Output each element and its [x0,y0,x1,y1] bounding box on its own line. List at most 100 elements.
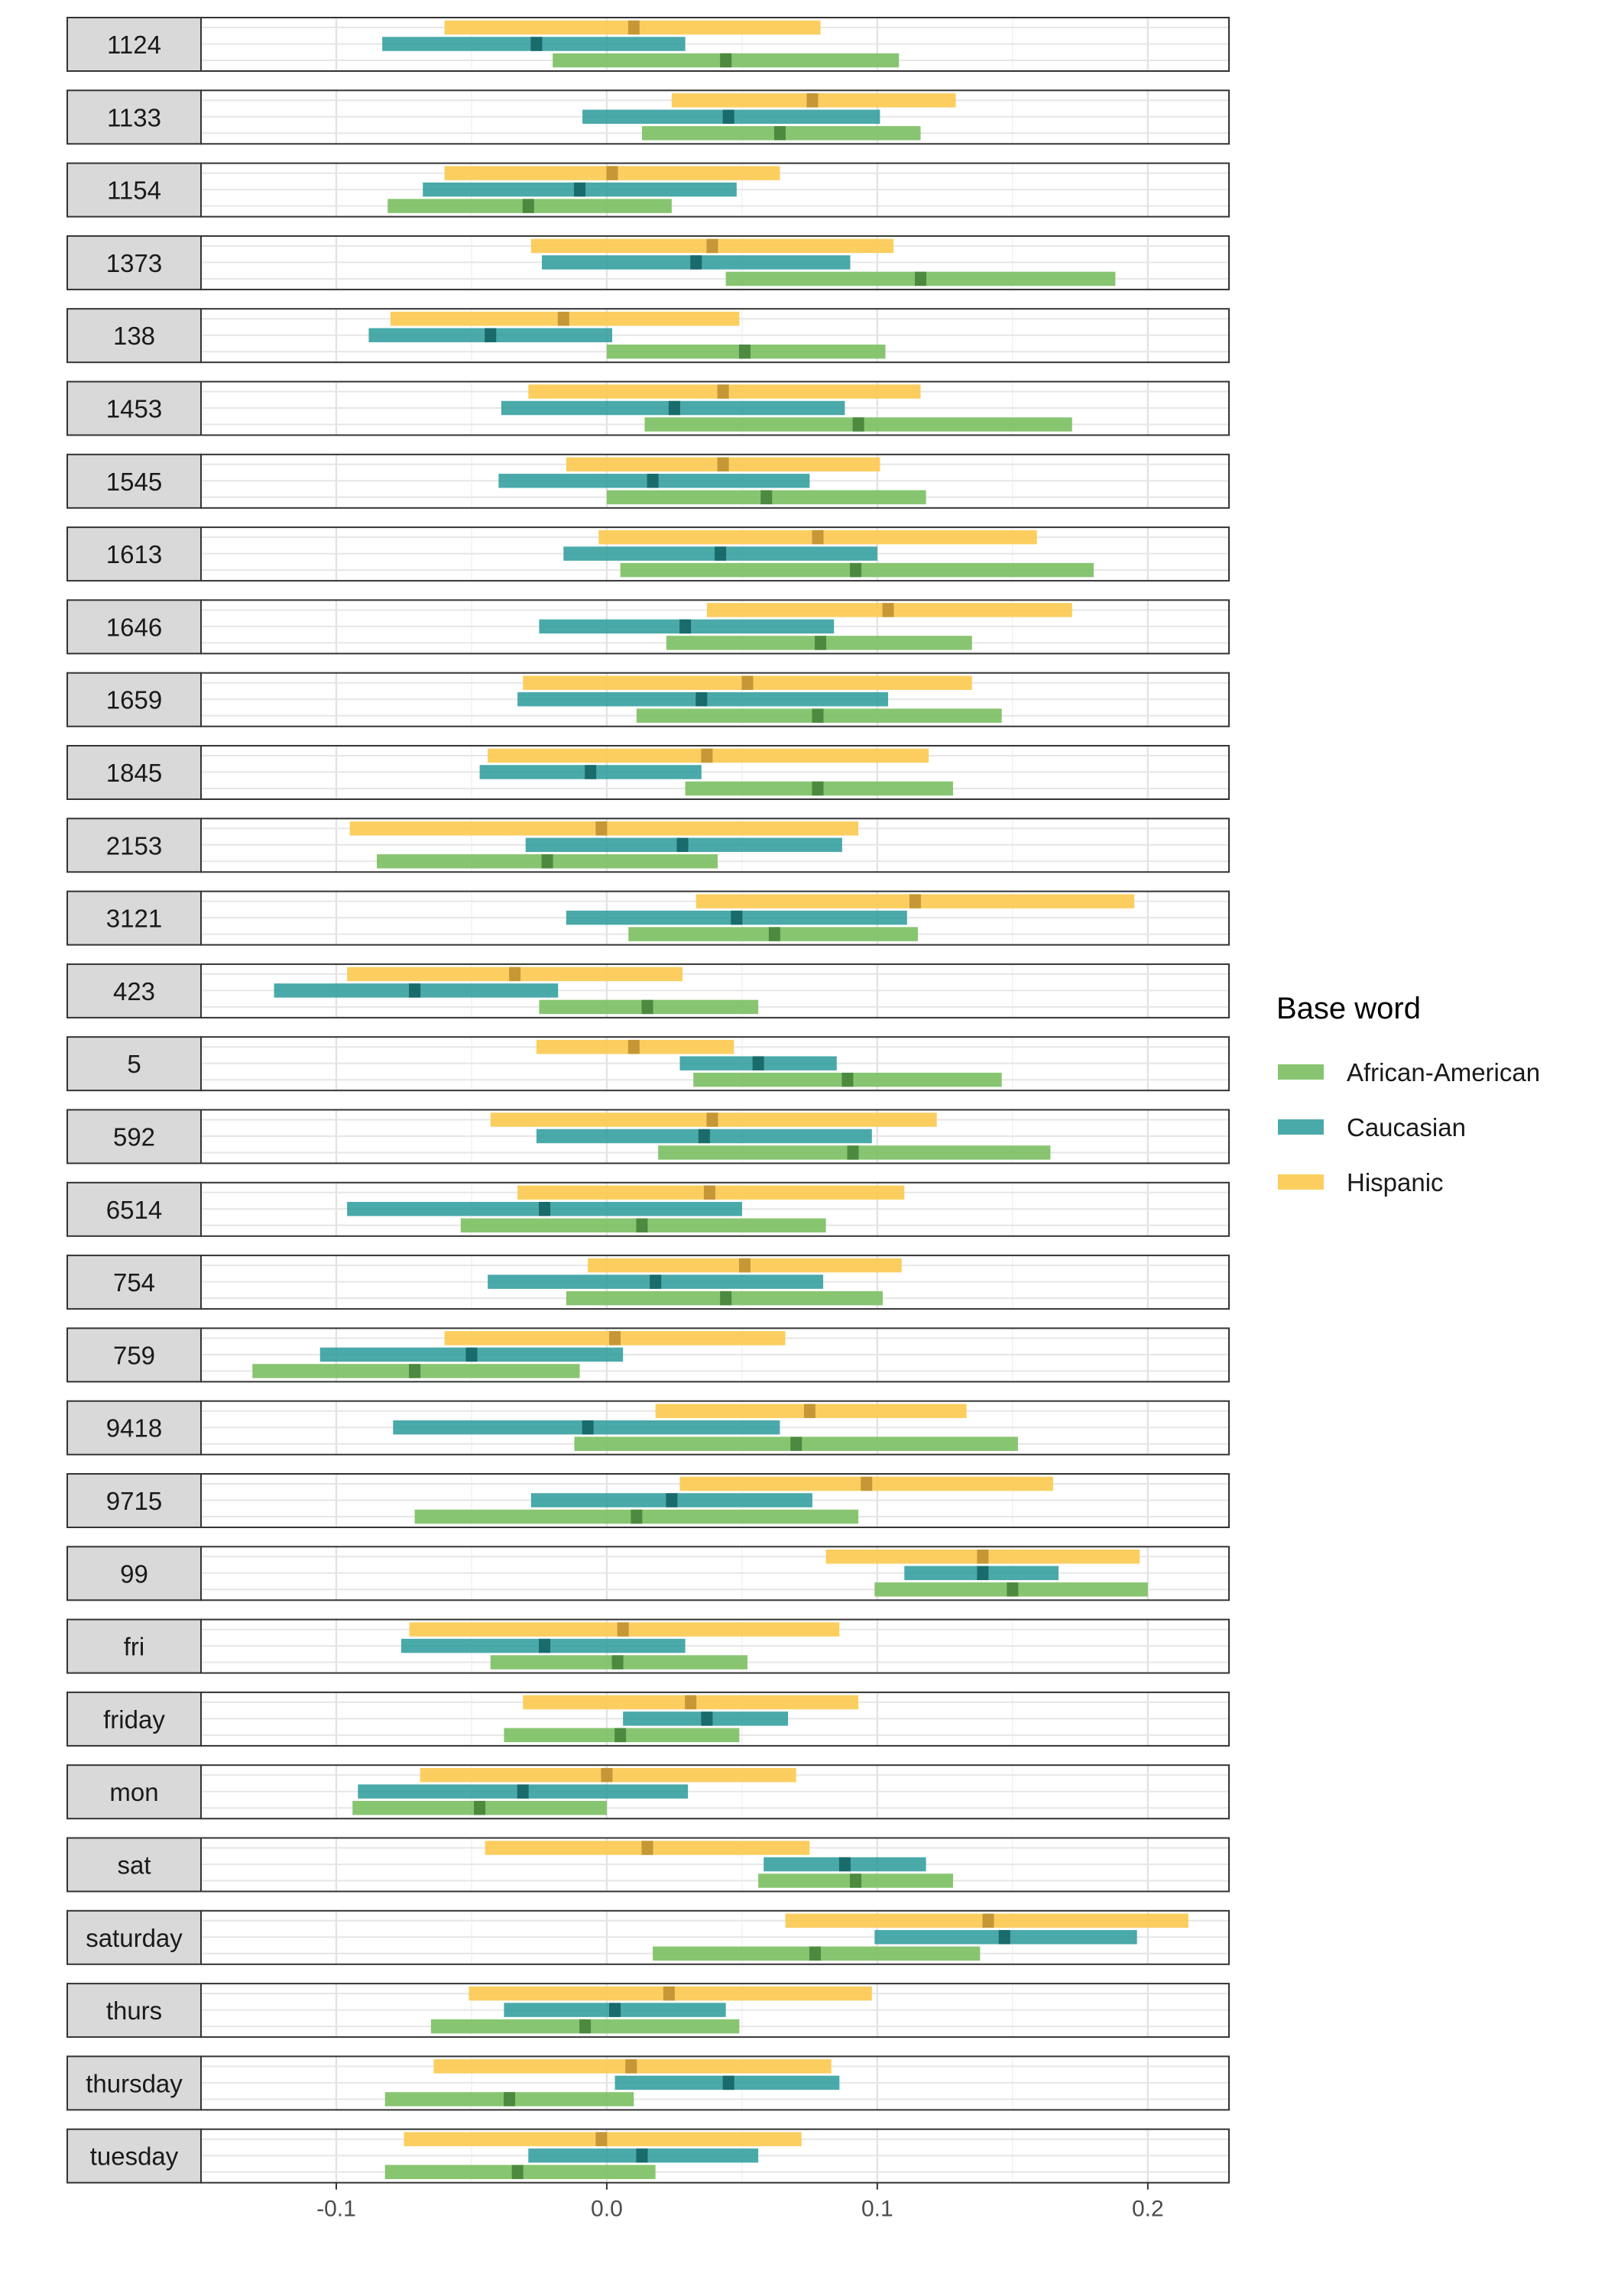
point-estimate-caucasian [539,1638,551,1653]
facet-label: 138 [113,322,155,350]
facet-panel-border [200,1837,1230,1893]
point-estimate-hispanic [741,675,754,690]
facet-2153: 2153 [66,818,1230,873]
facet-759: 759 [66,1327,1230,1383]
facet-label: 6514 [106,1196,162,1224]
facet-label: 5 [127,1050,141,1078]
point-estimate-caucasian [722,109,734,125]
facet-strip [66,17,202,72]
facet-panel-border [200,17,1230,72]
facet-panel-border [200,1618,1230,1674]
facet-strip [66,308,202,364]
facet-1646: 1646 [66,599,1230,655]
point-estimate-hispanic [625,2059,637,2074]
point-estimate-hispanic [557,311,569,326]
point-estimate-caucasian [668,400,680,416]
point-estimate-african-american [522,199,534,213]
facet-1845: 1845 [66,745,1230,800]
legend-entry-caucasian: Caucasian [1278,1113,1466,1142]
point-estimate-hispanic [706,238,718,254]
facet-strip [66,818,202,873]
point-estimate-hispanic [909,894,921,908]
facet-label: saturday [86,1924,183,1952]
point-estimate-caucasian [485,328,497,342]
point-estimate-african-american [850,1873,862,1888]
facet-label: 99 [120,1559,148,1588]
point-estimate-african-american [812,781,824,796]
point-estimate-hispanic [812,529,824,545]
point-estimate-african-american [773,126,786,141]
facet-label: fri [124,1633,145,1661]
facet-label: 9418 [106,1414,162,1443]
facet-panel-border [200,526,1230,582]
facet-mon: mon [66,1764,1230,1820]
point-estimate-african-american [720,1290,732,1306]
point-estimate-african-american [579,2019,592,2034]
facet-strip [66,1181,202,1237]
facet-strip [66,1691,202,1747]
facet-label: thursday [86,2069,183,2097]
point-estimate-african-american [409,1364,421,1378]
legend-swatch [1278,1174,1324,1190]
x-tick-label: 0.2 [1132,2197,1164,2222]
facet-panel-border [200,745,1230,800]
facet-592: 592 [66,1109,1230,1164]
legend-title: Base word [1276,992,1421,1025]
facet-panel-border [200,1327,1230,1383]
facet-panel-border [200,381,1230,436]
facet-strip [66,1983,202,2039]
point-estimate-african-american [474,1800,486,1815]
legend-swatch [1278,1119,1324,1135]
point-estimate-hispanic [706,1112,718,1127]
point-estimate-caucasian [679,619,692,634]
facet-6514: 6514 [66,1181,1230,1237]
point-estimate-hispanic [806,93,819,108]
point-estimate-african-american [631,1509,643,1524]
facet-fri: fri [66,1618,1230,1674]
facet-panel-border [200,1546,1230,1601]
point-estimate-african-american [738,344,751,359]
point-estimate-caucasian [998,1930,1010,1945]
facet-strip [66,1327,202,1383]
facet-label: thurs [106,1996,162,2025]
point-estimate-african-american [720,53,732,68]
facet-423: 423 [66,963,1230,1018]
facet-panel-border [200,1764,1230,1820]
point-estimate-african-american [841,1072,854,1087]
facet-strip [66,1764,202,1820]
point-estimate-hispanic [738,1258,751,1273]
point-estimate-hispanic [606,166,618,180]
point-estimate-african-american [852,417,864,432]
facet-1373: 1373 [66,235,1230,290]
facet-panel-border [200,1909,1230,1965]
point-estimate-caucasian [609,2003,621,2017]
facet-strip [66,745,202,800]
point-estimate-hispanic [803,1404,815,1418]
point-estimate-hispanic [717,384,729,399]
facet-panel-border [200,1691,1230,1747]
facet-label: 1154 [107,176,161,205]
facet-panel-border [200,453,1230,509]
facet-thursday: thursday [66,2055,1230,2111]
point-estimate-african-american [636,1218,648,1233]
legend-entry-hispanic: Hispanic [1278,1168,1444,1197]
facet-99: 99 [66,1546,1230,1601]
facet-panel-border [200,1400,1230,1456]
facet-panel-border [200,1036,1230,1092]
facet-label: 1133 [107,103,161,131]
point-estimate-african-american [504,2092,515,2107]
facet-panel-border [200,1255,1230,1310]
point-estimate-caucasian [722,2075,734,2090]
legend: Base word African-American Caucasian Hispa… [1276,992,1540,1197]
facet-label: 592 [113,1123,155,1151]
facet-label: 1845 [106,759,162,787]
point-estimate-hispanic [663,1986,675,2001]
point-estimate-african-american [809,1946,821,1961]
facet-9418: 9418 [66,1400,1230,1456]
facet-1453: 1453 [66,381,1230,436]
facet-panel-border [200,1473,1230,1528]
point-estimate-hispanic [609,1331,621,1346]
facet-label: 1124 [107,31,161,59]
point-estimate-african-american [760,490,773,505]
facet-label: 1373 [106,249,162,277]
